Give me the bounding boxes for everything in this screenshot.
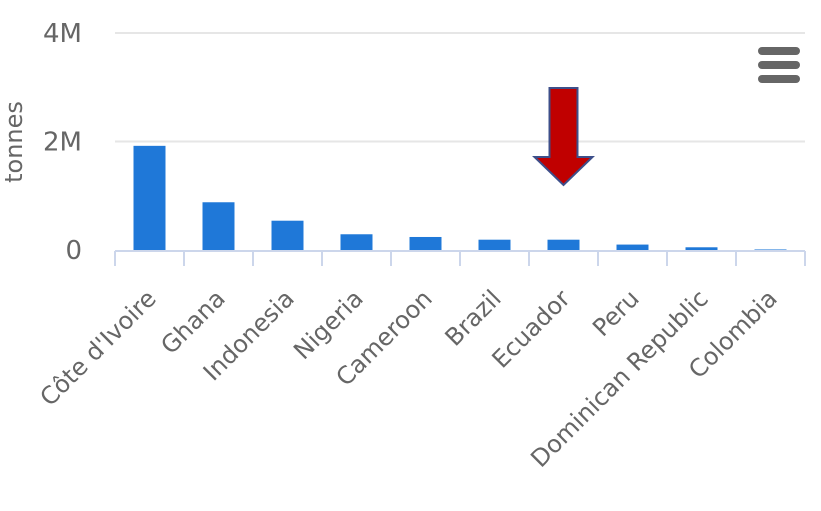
y-tick-label: 2M bbox=[43, 128, 82, 158]
y-axis-ticks: 0 2M 4M bbox=[43, 19, 82, 266]
bar[interactable] bbox=[478, 239, 511, 250]
menu-icon-line bbox=[758, 75, 800, 83]
bars bbox=[133, 145, 787, 251]
menu-icon-line bbox=[758, 61, 800, 69]
bar[interactable] bbox=[271, 220, 304, 250]
hamburger-menu-icon[interactable] bbox=[758, 47, 800, 83]
y-tick-label: 0 bbox=[65, 236, 82, 266]
bar[interactable] bbox=[547, 239, 580, 250]
arrow-shape bbox=[532, 87, 595, 187]
bar[interactable] bbox=[685, 247, 718, 250]
menu-icon-line bbox=[758, 47, 800, 55]
bar[interactable] bbox=[616, 244, 649, 250]
y-axis-label: tonnes bbox=[0, 101, 28, 183]
bar[interactable] bbox=[409, 236, 442, 250]
y-tick-label: 4M bbox=[43, 19, 82, 49]
x-tick-label: Peru bbox=[587, 284, 645, 342]
bar[interactable] bbox=[340, 234, 373, 250]
x-tick-label: Côte d'Ivoire bbox=[35, 284, 162, 411]
down-arrow-annotation bbox=[532, 87, 595, 187]
x-axis-ticks: Côte d'IvoireGhanaIndonesiaNigeriaCamero… bbox=[35, 251, 806, 473]
x-tick-label: Brazil bbox=[440, 284, 507, 351]
bar[interactable] bbox=[202, 202, 235, 250]
bar[interactable] bbox=[754, 249, 787, 251]
gridlines bbox=[115, 32, 805, 143]
bar[interactable] bbox=[133, 145, 166, 250]
